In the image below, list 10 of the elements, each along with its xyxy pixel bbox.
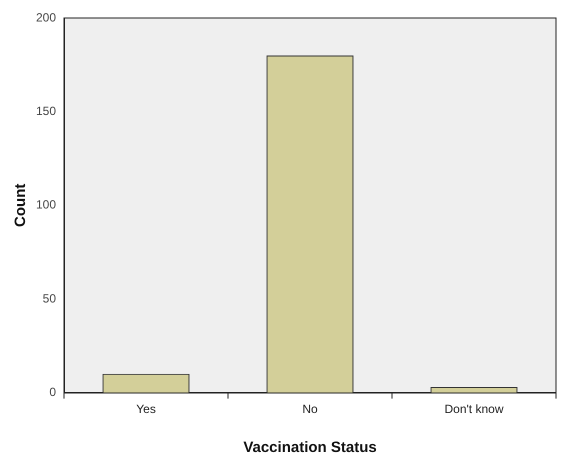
x-tick-label: No	[302, 402, 318, 416]
y-axis-title: Count	[12, 184, 30, 227]
y-tick-label: 200	[36, 10, 56, 24]
y-tick-label: 100	[36, 198, 56, 212]
x-tick-label: Yes	[136, 402, 156, 416]
y-tick-label: 150	[36, 104, 56, 118]
x-axis-title: Vaccination Status	[243, 439, 377, 456]
y-tick-label: 0	[49, 384, 56, 399]
y-tick-label: 50	[42, 291, 56, 306]
x-tick-label: Don't know	[444, 402, 504, 416]
